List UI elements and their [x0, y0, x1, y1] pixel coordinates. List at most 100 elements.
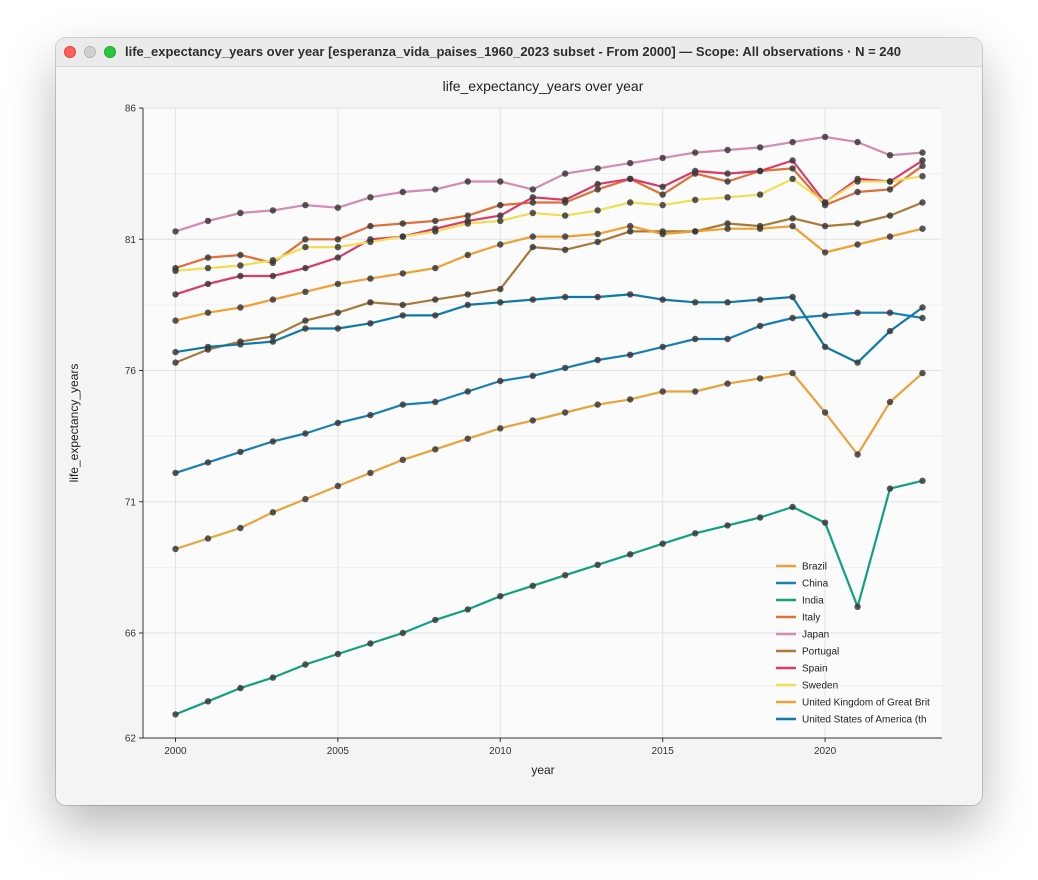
data-point [659, 388, 666, 395]
data-point [367, 275, 374, 282]
data-point [237, 524, 244, 532]
data-point [172, 317, 179, 324]
data-point [497, 212, 504, 219]
data-point [821, 312, 829, 319]
data-point [302, 243, 309, 251]
close-window-button[interactable] [64, 46, 76, 58]
data-point [172, 711, 179, 718]
series-lines [175, 135, 924, 716]
data-point [659, 230, 666, 238]
legend-label: United States of America (th [802, 715, 927, 726]
data-point [724, 225, 731, 232]
data-point [269, 338, 277, 345]
series-line [175, 311, 923, 474]
data-point [529, 243, 536, 251]
data-point [399, 401, 406, 408]
data-point [627, 175, 634, 183]
data-point [432, 446, 439, 453]
data-point [497, 285, 504, 293]
data-point [302, 317, 309, 324]
data-point [237, 304, 244, 311]
grid [143, 107, 942, 739]
data-point [432, 264, 439, 272]
data-point [529, 296, 536, 303]
window-title: life_expectancy_years over year [esperan… [125, 44, 901, 59]
data-point [367, 640, 374, 647]
data-point [529, 186, 536, 193]
legend-label: Italy [802, 613, 820, 624]
data-point [627, 222, 634, 230]
data-point [789, 175, 796, 183]
maximize-window-button[interactable] [104, 46, 116, 58]
data-point [692, 530, 699, 537]
data-point [594, 186, 601, 193]
data-point [692, 149, 699, 156]
data-point [919, 173, 926, 180]
data-point [367, 411, 374, 419]
data-point [464, 220, 471, 227]
data-point [789, 215, 796, 222]
data-point [399, 301, 406, 309]
data-point [724, 178, 731, 185]
data-point [334, 325, 342, 332]
data-point [821, 409, 829, 416]
data-point [627, 396, 634, 403]
data-point [724, 380, 731, 387]
data-point [659, 183, 666, 190]
data-point [789, 222, 796, 230]
data-point [302, 495, 309, 503]
data-point [464, 212, 471, 219]
data-point [497, 178, 504, 185]
data-point [724, 522, 731, 529]
data-point [367, 469, 374, 477]
data-point [269, 333, 277, 340]
data-point [172, 348, 179, 356]
data-point [367, 320, 374, 327]
data-point [692, 167, 699, 175]
data-point [854, 241, 861, 248]
legend: Brazil China India Italy Japan Portugal Spain S… [776, 562, 930, 726]
data-point [821, 249, 829, 256]
data-point [562, 170, 569, 177]
chart-panel: 62 66 71 76 81 86 2000 2005 2010 2015 2020 life_e… [56, 67, 982, 805]
data-point [497, 201, 504, 209]
data-point [692, 335, 699, 343]
data-point [659, 154, 666, 162]
data-point [302, 201, 309, 209]
data-point [204, 535, 212, 542]
series-line [175, 201, 923, 364]
y-axis-ticks: 62 66 71 76 81 86 [125, 104, 143, 745]
data-point [886, 186, 894, 193]
data-point [464, 435, 471, 442]
data-point [367, 222, 374, 230]
data-point [399, 220, 406, 227]
data-point [854, 178, 861, 185]
data-point [562, 196, 569, 204]
data-point [724, 299, 731, 306]
data-point [627, 291, 634, 298]
minimize-window-button[interactable] [84, 46, 96, 58]
data-point [464, 388, 471, 395]
legend-label: China [802, 579, 829, 590]
data-point [464, 606, 471, 613]
data-point [529, 194, 536, 201]
data-point [659, 296, 666, 303]
data-point [172, 267, 179, 274]
data-point [302, 661, 309, 668]
data-point [692, 196, 699, 204]
data-point [497, 299, 504, 306]
data-point [269, 272, 277, 280]
data-point [886, 178, 894, 185]
data-point [562, 293, 569, 301]
data-point [237, 272, 244, 280]
data-point [724, 170, 731, 177]
chart-title: life_expectancy_years over year [443, 78, 644, 94]
legend-label: Brazil [802, 562, 827, 573]
data-point [562, 233, 569, 240]
data-point [464, 291, 471, 298]
data-point [399, 188, 406, 196]
data-point [724, 146, 731, 154]
data-point [269, 207, 277, 214]
series-points [172, 133, 926, 718]
y-tick-label: 66 [125, 629, 137, 640]
